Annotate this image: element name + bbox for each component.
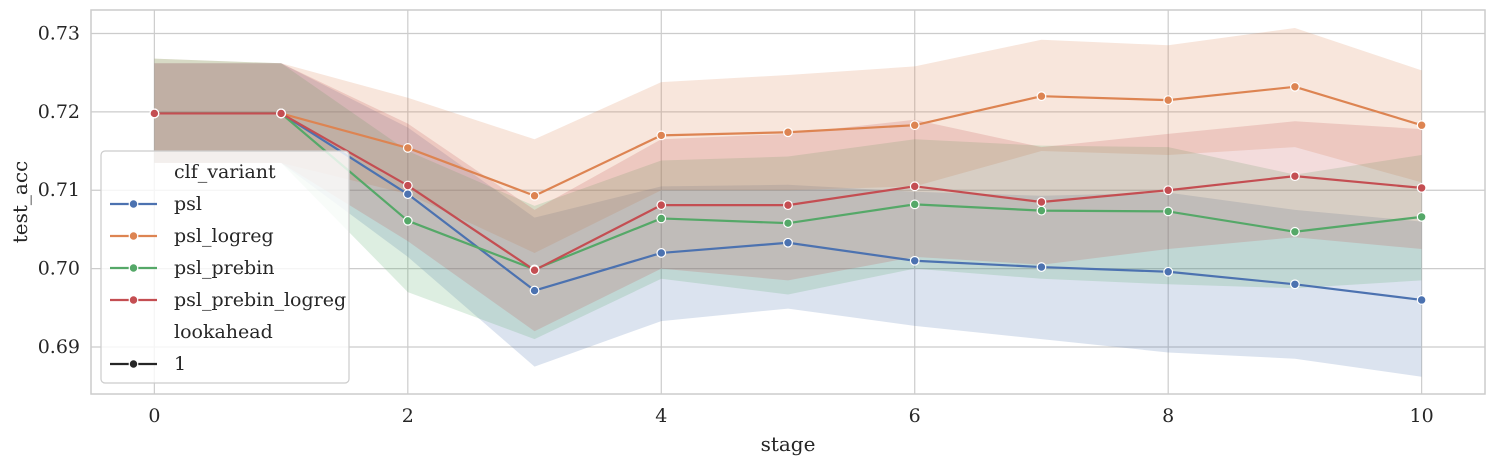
point-psl-logreg — [1163, 95, 1174, 106]
y-axis-label: test_acc — [8, 161, 32, 244]
series-markers — [149, 81, 1427, 305]
y-tick-label: 0.70 — [38, 258, 80, 280]
x-tick-label: 4 — [655, 405, 667, 427]
point-psl — [1416, 295, 1427, 305]
legend-label-style: 1 — [174, 353, 186, 375]
point-psl-prebin-logreg — [783, 200, 793, 211]
y-tick-labels: 0.69 0.70 0.71 0.72 0.73 — [38, 23, 80, 358]
y-tick-label: 0.73 — [38, 23, 80, 45]
x-tick-label: 10 — [1410, 405, 1434, 427]
point-psl-logreg — [1290, 81, 1300, 92]
point-psl-prebin-logreg — [402, 180, 413, 191]
x-tick-label: 0 — [148, 405, 160, 427]
point-psl-prebin-logreg — [909, 181, 920, 192]
point-psl-logreg — [529, 190, 540, 201]
legend-title-hue: clf_variant — [174, 161, 276, 183]
legend-title-style: lookahead — [174, 321, 273, 343]
point-psl-logreg — [1036, 91, 1047, 102]
legend-label-psl-logreg: psl_logreg — [174, 225, 274, 247]
point-psl — [909, 255, 920, 266]
legend-label-psl: psl — [174, 193, 202, 215]
point-psl-prebin — [1416, 211, 1427, 222]
point-psl-prebin-logreg — [1163, 185, 1174, 196]
point-psl-logreg — [1416, 120, 1427, 131]
legend-label-psl-prebin: psl_prebin — [174, 257, 274, 279]
point-psl-prebin-logreg — [656, 200, 667, 211]
legend-marker-psl-logreg — [128, 231, 139, 241]
point-psl-prebin — [1036, 205, 1047, 216]
x-tick-label: 6 — [909, 405, 921, 427]
point-psl-logreg — [402, 143, 413, 153]
point-psl — [656, 248, 667, 258]
point-psl-prebin — [656, 213, 667, 224]
legend-marker-psl-prebin-logreg — [128, 295, 139, 305]
point-psl-prebin-logreg — [149, 108, 160, 119]
point-psl-prebin-logreg — [1290, 171, 1300, 182]
band-psl-prebin-logreg — [154, 63, 1422, 332]
point-psl-logreg — [783, 127, 793, 138]
point-psl-logreg — [656, 130, 667, 141]
y-tick-label: 0.69 — [38, 336, 80, 358]
point-psl — [783, 237, 793, 248]
legend-box — [100, 150, 350, 384]
legend-label-psl-prebin-logreg: psl_prebin_logreg — [174, 289, 346, 311]
point-psl — [1290, 279, 1300, 290]
point-psl — [1163, 266, 1174, 277]
y-tick-label: 0.71 — [38, 179, 80, 201]
plot-frame — [90, 9, 1486, 395]
point-psl-prebin — [402, 215, 413, 226]
y-tick-label: 0.72 — [38, 101, 80, 123]
point-psl-prebin-logreg — [1416, 182, 1427, 193]
point-psl — [529, 285, 540, 296]
point-psl-prebin-logreg — [276, 108, 286, 119]
point-psl-logreg — [909, 120, 920, 131]
point-psl — [1036, 262, 1047, 272]
point-psl — [402, 189, 413, 200]
x-tick-labels: 0 2 4 6 8 10 — [148, 405, 1433, 427]
point-psl-prebin-logreg — [529, 265, 540, 276]
point-psl-prebin-logreg — [1036, 197, 1047, 207]
x-axis-label: stage — [761, 432, 816, 456]
point-psl-prebin — [909, 199, 920, 210]
legend-marker-psl — [128, 199, 139, 209]
legend-marker-psl-prebin — [128, 263, 139, 273]
x-tick-label: 8 — [1162, 405, 1174, 427]
point-psl-prebin — [1290, 226, 1300, 237]
band-psl-logreg — [154, 28, 1422, 253]
x-tick-label: 2 — [402, 405, 414, 427]
point-psl-prebin — [783, 218, 793, 229]
point-psl-prebin — [1163, 206, 1174, 217]
legend-marker-style — [128, 359, 139, 369]
